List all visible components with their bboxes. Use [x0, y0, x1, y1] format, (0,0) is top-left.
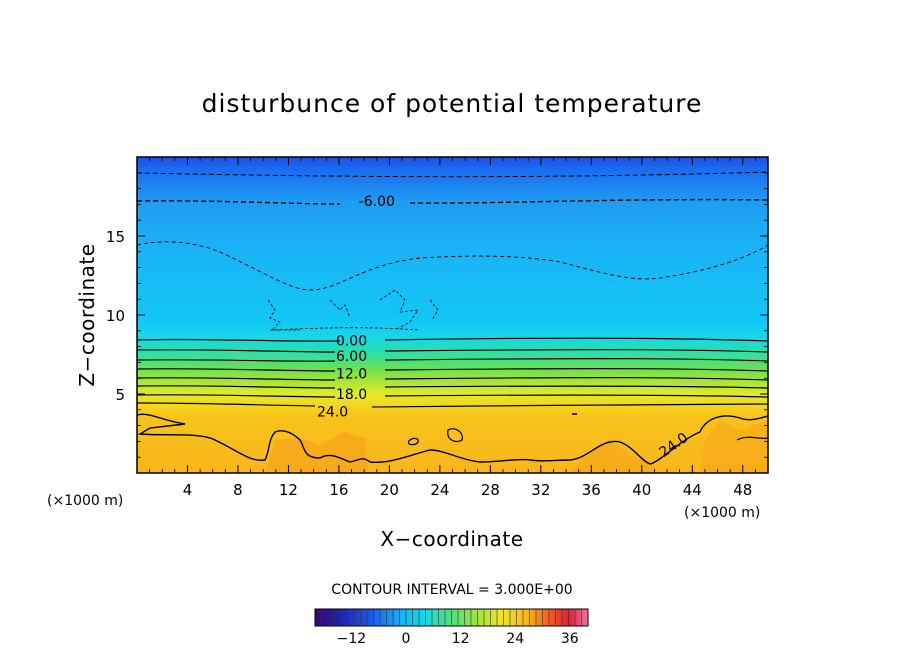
y-axis: 5 10 15: [106, 172, 768, 458]
contour-label-text: -6.00: [359, 194, 395, 210]
contour-label: 18.0: [336, 387, 367, 403]
x-tick-label: 24: [430, 481, 449, 499]
x-axis-label: X−coordinate: [380, 527, 523, 551]
contour-label: 24.0: [317, 404, 348, 420]
x-tick-label: 32: [531, 481, 550, 499]
colorbar-tick-label: 24: [506, 631, 524, 647]
contour-label: 0.00: [336, 333, 367, 349]
colorbar-tick-label: 12: [452, 631, 470, 647]
contour-line: [137, 377, 768, 381]
colorbar-tick-label: −12: [337, 631, 367, 647]
contour-label-text: 6.00: [336, 349, 367, 365]
contour-line: [137, 198, 768, 205]
chart-title: disturbunce of potential temperature: [202, 89, 703, 118]
contour-line: [137, 394, 768, 398]
x-axis-unit: (×1000 m): [684, 505, 760, 521]
contour-line: [447, 428, 463, 443]
temperature-field: [137, 157, 768, 473]
x-tick-label: 36: [582, 481, 601, 499]
contour-interval-text: CONTOUR INTERVAL = 3.000E+00: [331, 582, 572, 598]
contour-line: [267, 289, 439, 331]
contour-label-text: 12.0: [336, 366, 367, 382]
contour-label: 12.0: [336, 366, 367, 382]
plot-field: [137, 157, 768, 473]
contour-line: [137, 413, 768, 465]
contour-label: -6.00: [359, 194, 395, 210]
colorbar-segments: [321, 609, 582, 626]
x-axis: 4 8 12 16 20 24 28 32 36 40 44 48: [149, 157, 756, 499]
warm-patch: [700, 420, 768, 473]
x-tick-label: 12: [279, 481, 298, 499]
x-tick-label: 48: [733, 481, 752, 499]
contour-line: [137, 241, 768, 291]
contour-label-text: 24.0: [317, 404, 348, 420]
contour-label: 6.00: [336, 349, 367, 365]
y-axis-label: Z−coordinate: [75, 243, 99, 386]
x-tick-label: 16: [329, 481, 348, 499]
warm-patch: [265, 432, 368, 473]
x-tick-label: 4: [183, 481, 193, 499]
contour-label-text: 0.00: [336, 333, 367, 349]
y-tick-label: 10: [106, 307, 125, 325]
contour-line: [137, 368, 768, 372]
x-tick-label: 8: [233, 481, 243, 499]
contour-line: [137, 385, 768, 389]
colorbar-tick-label: 0: [402, 631, 411, 647]
contour-line: [269, 327, 421, 331]
x-tick-label: 28: [481, 481, 500, 499]
colorbar-tick-label: 36: [561, 631, 579, 647]
x-tick-label: 20: [380, 481, 399, 499]
contour-line: [137, 402, 768, 408]
contour-line: [137, 337, 768, 342]
contour-line: [137, 358, 768, 362]
x-tick-label: 40: [632, 481, 651, 499]
y-axis-unit: (×1000 m): [47, 493, 123, 509]
colorbar-ticks: −12 0 12 24 36: [337, 631, 579, 647]
contour-line: [137, 349, 768, 353]
contour-label-text: 18.0: [336, 387, 367, 403]
contour-line: [137, 171, 768, 178]
warm-patch: [570, 440, 660, 473]
contour-line: [736, 436, 768, 441]
y-tick-label: 15: [106, 228, 125, 246]
y-tick-label: 5: [115, 386, 125, 404]
contour-line: [407, 437, 419, 446]
x-tick-label: 44: [683, 481, 702, 499]
